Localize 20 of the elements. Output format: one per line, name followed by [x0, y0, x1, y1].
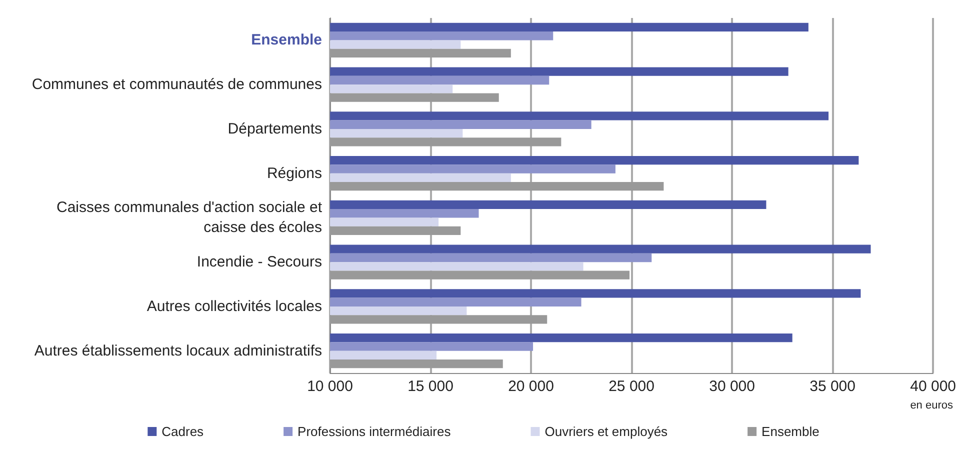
x-tick-label: 25 000	[608, 378, 654, 395]
x-tick-label: 30 000	[709, 378, 755, 395]
x-tick-label: 40 000	[910, 378, 956, 395]
x-tick-label: 20 000	[508, 378, 554, 395]
x-tick-label: 15 000	[408, 378, 454, 395]
y-tick-label: Autres collectivités locales	[146, 298, 322, 315]
x-tick-label: 35 000	[810, 378, 856, 395]
legend-label: Ouvriers et employés	[544, 424, 668, 439]
y-tick-label: Communes et communautés de communes	[32, 76, 322, 94]
y-tick-label: Caisses communales d'action sociale et caisse des écoles	[56, 199, 323, 236]
y-tick-label: Ensemble	[251, 32, 322, 49]
legend-label: Cadres	[162, 424, 204, 439]
y-tick-label: Incendie - Secours	[196, 254, 322, 271]
x-axis-title: en euros	[910, 400, 954, 412]
y-tick-label: Régions	[266, 164, 322, 182]
y-tick-label: Départements	[228, 120, 322, 138]
x-tick-label: 10 000	[307, 378, 353, 395]
legend-label: Professions intermédiaires	[298, 424, 452, 439]
y-tick-label: Autres établissements locaux administratifs	[34, 342, 322, 360]
legend-label: Ensemble	[762, 424, 820, 439]
